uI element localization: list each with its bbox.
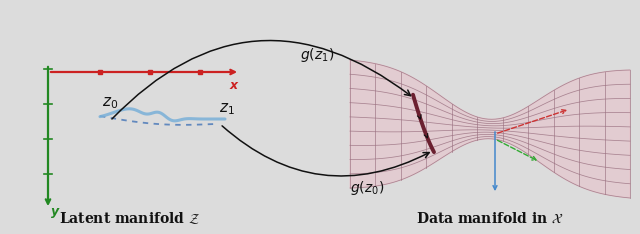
Text: $z_0$: $z_0$ [102, 95, 118, 111]
Text: Latent manifold $\mathcal{Z}$: Latent manifold $\mathcal{Z}$ [60, 210, 200, 226]
Text: x: x [230, 79, 238, 92]
Text: $g(z_0)$: $g(z_0)$ [350, 179, 384, 197]
Text: $z_1$: $z_1$ [219, 101, 235, 117]
Text: $g(z_1)$: $g(z_1)$ [300, 46, 334, 64]
Text: Data manifold in $\mathcal{X}$: Data manifold in $\mathcal{X}$ [416, 212, 564, 226]
Text: y: y [51, 205, 59, 218]
Polygon shape [350, 60, 630, 198]
